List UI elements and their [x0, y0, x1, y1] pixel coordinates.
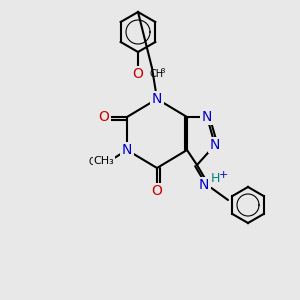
Text: N: N [152, 92, 162, 106]
Text: N: N [199, 178, 209, 192]
Text: O: O [99, 110, 110, 124]
Text: O: O [152, 184, 162, 198]
Text: +: + [218, 170, 228, 180]
Text: CH₃: CH₃ [94, 156, 114, 166]
Text: 3: 3 [103, 162, 107, 168]
Text: N: N [210, 138, 220, 152]
Text: CH: CH [89, 157, 103, 167]
Text: 3: 3 [160, 68, 164, 74]
Text: CH: CH [150, 69, 164, 79]
Text: N: N [122, 143, 132, 157]
Text: O: O [133, 67, 143, 81]
Text: H: H [210, 172, 220, 185]
Text: N: N [202, 110, 212, 124]
